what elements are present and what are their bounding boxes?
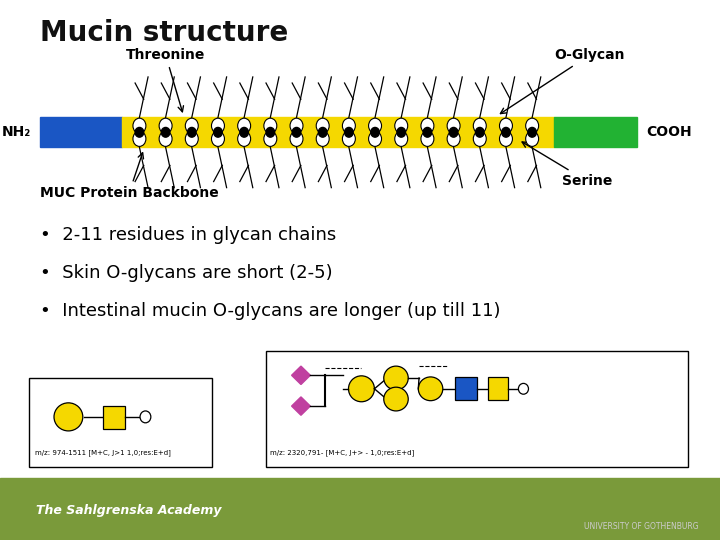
Text: Threonine: Threonine <box>126 48 205 112</box>
Text: NH₂: NH₂ <box>1 125 31 139</box>
Ellipse shape <box>395 118 408 133</box>
Ellipse shape <box>475 127 484 137</box>
Bar <box>266 351 688 467</box>
Bar <box>29 378 212 467</box>
Ellipse shape <box>264 131 276 146</box>
Ellipse shape <box>185 118 198 133</box>
Ellipse shape <box>135 127 144 137</box>
Ellipse shape <box>187 127 196 137</box>
Ellipse shape <box>140 411 151 423</box>
Ellipse shape <box>316 131 329 146</box>
Text: •  Skin O-glycans are short (2-5): • Skin O-glycans are short (2-5) <box>40 264 332 282</box>
Text: UNIVERSITY OF GOTHENBURG: UNIVERSITY OF GOTHENBURG <box>584 522 698 531</box>
Ellipse shape <box>212 131 225 146</box>
Ellipse shape <box>518 383 528 394</box>
Bar <box>40 117 122 147</box>
Ellipse shape <box>447 118 460 133</box>
Ellipse shape <box>421 131 434 146</box>
Polygon shape <box>292 366 310 384</box>
Ellipse shape <box>500 118 513 133</box>
Ellipse shape <box>133 131 146 146</box>
Ellipse shape <box>421 118 434 133</box>
Text: Serine: Serine <box>522 142 612 188</box>
Text: The Sahlgrenska Academy: The Sahlgrenska Academy <box>36 504 222 517</box>
Text: MUC Protein Backbone: MUC Protein Backbone <box>40 153 218 200</box>
Ellipse shape <box>345 127 354 137</box>
Ellipse shape <box>318 127 327 137</box>
Ellipse shape <box>500 131 513 146</box>
Ellipse shape <box>526 131 539 146</box>
Ellipse shape <box>214 127 222 137</box>
Ellipse shape <box>316 118 329 133</box>
Ellipse shape <box>290 118 303 133</box>
Ellipse shape <box>449 127 458 137</box>
Ellipse shape <box>423 127 432 137</box>
Bar <box>455 377 477 400</box>
Ellipse shape <box>185 131 198 146</box>
Ellipse shape <box>292 127 301 137</box>
Ellipse shape <box>395 131 408 146</box>
Ellipse shape <box>343 131 356 146</box>
Ellipse shape <box>264 118 276 133</box>
Ellipse shape <box>54 403 83 431</box>
Ellipse shape <box>526 118 539 133</box>
Ellipse shape <box>266 127 274 137</box>
Bar <box>0 478 720 540</box>
Text: •  2-11 residues in glycan chains: • 2-11 residues in glycan chains <box>40 226 336 244</box>
Ellipse shape <box>384 366 408 390</box>
Ellipse shape <box>240 127 248 137</box>
Ellipse shape <box>418 377 443 401</box>
Text: Mucin structure: Mucin structure <box>40 19 288 47</box>
Bar <box>488 377 508 400</box>
Ellipse shape <box>212 118 225 133</box>
Text: •  Intestinal mucin O-glycans are longer (up till 11): • Intestinal mucin O-glycans are longer … <box>40 301 500 320</box>
Ellipse shape <box>348 376 374 402</box>
Ellipse shape <box>369 118 382 133</box>
Text: m/z: 2320,791- [M+C, J+> - 1,0;res:E+d]: m/z: 2320,791- [M+C, J+> - 1,0;res:E+d] <box>270 450 414 456</box>
Ellipse shape <box>371 127 379 137</box>
Ellipse shape <box>369 131 382 146</box>
Text: COOH: COOH <box>646 125 691 139</box>
Ellipse shape <box>397 127 405 137</box>
Ellipse shape <box>473 131 486 146</box>
Ellipse shape <box>290 131 303 146</box>
Bar <box>554 117 637 147</box>
Ellipse shape <box>161 127 170 137</box>
Ellipse shape <box>502 127 510 137</box>
Bar <box>122 117 554 147</box>
Polygon shape <box>292 397 310 415</box>
Ellipse shape <box>238 131 251 146</box>
Ellipse shape <box>447 131 460 146</box>
Ellipse shape <box>133 118 146 133</box>
Ellipse shape <box>238 118 251 133</box>
Ellipse shape <box>159 131 172 146</box>
Ellipse shape <box>384 387 408 411</box>
Ellipse shape <box>528 127 536 137</box>
Ellipse shape <box>159 118 172 133</box>
Text: O-Glycan: O-Glycan <box>500 48 625 113</box>
Ellipse shape <box>343 118 356 133</box>
Ellipse shape <box>473 118 486 133</box>
Bar <box>103 406 125 429</box>
Text: m/z: 974-1511 [M+C, J>1 1,0;res:E+d]: m/z: 974-1511 [M+C, J>1 1,0;res:E+d] <box>35 450 171 456</box>
